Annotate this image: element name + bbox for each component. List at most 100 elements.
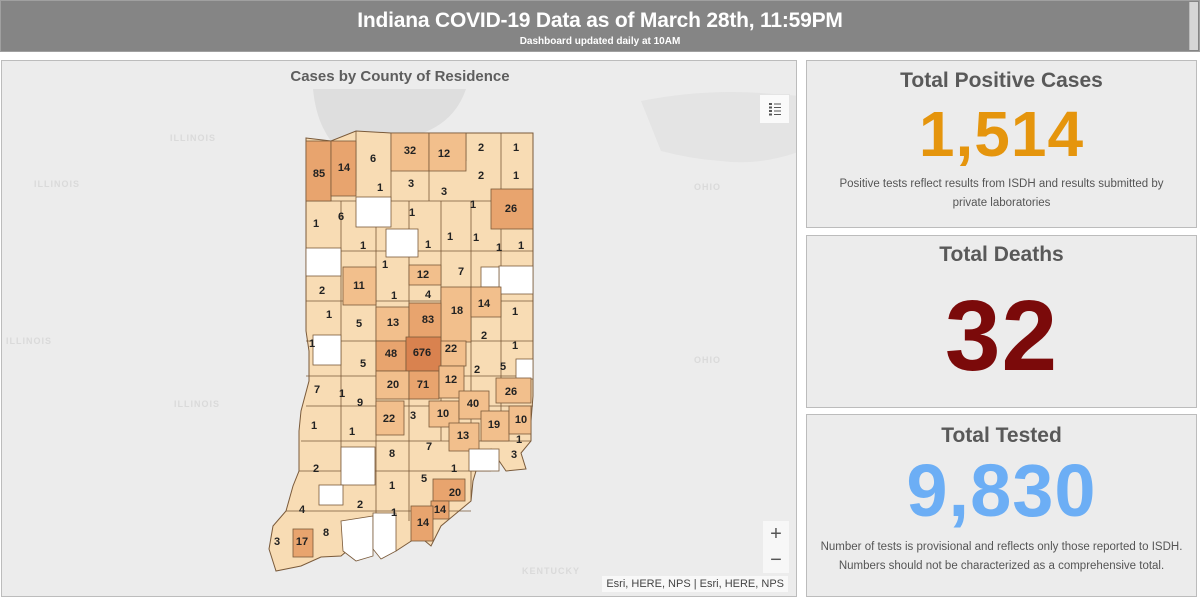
zoom-controls: + − — [763, 521, 789, 573]
county-delaware[interactable] — [470, 286, 502, 318]
county-nodata[interactable] — [385, 228, 419, 258]
dashboard-title: Indiana COVID-19 Data as of March 28th, … — [357, 9, 843, 32]
county-case-count: 48 — [385, 348, 397, 360]
dashboard-subtitle: Dashboard updated daily at 10AM — [519, 36, 681, 47]
county-case-count: 22 — [445, 343, 457, 355]
county-vanderburgh[interactable] — [292, 528, 314, 558]
county-case-count: 13 — [387, 317, 399, 329]
county-monroe[interactable] — [375, 400, 405, 436]
county-hancock[interactable] — [440, 340, 467, 367]
county-case-count: 14 — [478, 298, 491, 310]
county-boone[interactable] — [375, 306, 410, 342]
county-case-count: 1 — [513, 170, 519, 182]
county-allen[interactable] — [490, 188, 534, 230]
county-nodata[interactable] — [480, 266, 500, 288]
county-nodata[interactable] — [340, 446, 376, 486]
county-nodata[interactable] — [305, 247, 342, 277]
county-case-count: 1 — [425, 239, 431, 251]
county-case-count: 71 — [417, 379, 429, 391]
county-case-count: 1 — [447, 231, 453, 243]
county-case-count: 26 — [505, 203, 517, 215]
county-case-count: 1 — [409, 207, 415, 219]
county-case-count: 1 — [311, 420, 317, 432]
county-case-count: 14 — [417, 517, 430, 529]
county-case-count: 10 — [515, 414, 527, 426]
county-nodata[interactable] — [318, 484, 344, 506]
county-case-count: 6 — [338, 211, 344, 223]
county-case-count: 2 — [478, 142, 484, 154]
county-harrison[interactable] — [410, 505, 434, 542]
county-case-count: 26 — [505, 386, 517, 398]
county-nodata[interactable] — [468, 448, 500, 472]
county-case-count: 1 — [360, 240, 366, 252]
county-wayne[interactable] — [495, 377, 532, 404]
county-case-count: 83 — [422, 314, 434, 326]
basemap-label: ILLINOIS — [170, 133, 216, 143]
county-case-count: 14 — [434, 504, 447, 516]
county-case-count: 32 — [404, 145, 416, 157]
county-case-count: 1 — [513, 142, 519, 154]
county-elkhart[interactable] — [428, 132, 467, 172]
county-case-count: 12 — [417, 269, 429, 281]
county-nodata[interactable] — [498, 265, 534, 295]
header-scrollbar[interactable] — [1189, 2, 1198, 50]
county-case-count: 22 — [383, 413, 395, 425]
legend-button[interactable] — [759, 94, 790, 124]
county-hamilton[interactable] — [408, 302, 442, 342]
cases-note: Positive tests reflect results from ISDH… — [839, 178, 1164, 209]
county-case-count: 2 — [319, 285, 325, 297]
basemap-label: OHIO — [694, 355, 722, 365]
cases-title: Total Positive Cases — [900, 69, 1103, 92]
county-case-count: 7 — [458, 266, 464, 278]
county-case-count: 5 — [360, 358, 366, 370]
county-nodata[interactable] — [355, 196, 392, 228]
county-nodata[interactable] — [372, 512, 397, 560]
county-hendricks[interactable] — [375, 340, 407, 372]
county-madison-area[interactable] — [408, 264, 442, 286]
county-franklin[interactable] — [480, 410, 510, 442]
county-case-count: 6 — [370, 153, 376, 165]
basemap-label: KENTUCKY — [522, 566, 581, 576]
county-nodata[interactable] — [312, 334, 342, 366]
zoom-in-button[interactable]: + — [770, 523, 782, 545]
county-case-count: 1 — [451, 463, 457, 475]
county-case-count: 1 — [309, 338, 315, 350]
county-st-joseph[interactable] — [390, 132, 430, 172]
county-nodata[interactable] — [515, 358, 534, 380]
county-case-count: 10 — [437, 408, 449, 420]
county-case-count: 1 — [313, 218, 319, 230]
county-map-panel[interactable]: Cases by County of Residence ILLINOIS IL… — [1, 60, 797, 597]
county-case-count: 4 — [299, 504, 306, 516]
county-case-count: 1 — [339, 388, 345, 400]
county-case-count: 1 — [377, 182, 383, 194]
county-porter[interactable] — [330, 140, 357, 197]
county-case-count: 1 — [391, 290, 397, 302]
county-tippecanoe[interactable] — [342, 266, 377, 306]
county-nodata[interactable] — [340, 515, 374, 562]
county-case-count: 2 — [357, 499, 363, 511]
county-marion[interactable] — [405, 336, 442, 372]
county-dearborn[interactable] — [508, 405, 532, 435]
county-case-count: 18 — [451, 305, 463, 317]
county-case-count: 3 — [408, 178, 414, 190]
total-positive-cases-card: Total Positive Cases 1,514 Positive test… — [806, 60, 1197, 228]
county-case-count: 2 — [474, 364, 480, 376]
county-case-count: 8 — [389, 448, 395, 460]
county-case-count: 20 — [387, 379, 399, 391]
county-case-count: 3 — [441, 186, 447, 198]
county-case-count: 40 — [467, 398, 479, 410]
county-case-count: 5 — [500, 361, 506, 373]
county-case-count: 1 — [516, 434, 522, 446]
total-tested-card: Total Tested 9,830 Number of tests is pr… — [806, 414, 1197, 597]
county-case-count: 1 — [326, 309, 332, 321]
county-morgan[interactable] — [375, 370, 410, 400]
county-case-count: 19 — [488, 419, 500, 431]
zoom-out-button[interactable]: − — [770, 549, 782, 571]
lake-michigan — [313, 89, 466, 142]
county-johnson[interactable] — [408, 370, 440, 400]
county-case-count: 1 — [512, 306, 518, 318]
county-ripley[interactable] — [448, 422, 480, 452]
county-case-count: 85 — [313, 168, 325, 180]
